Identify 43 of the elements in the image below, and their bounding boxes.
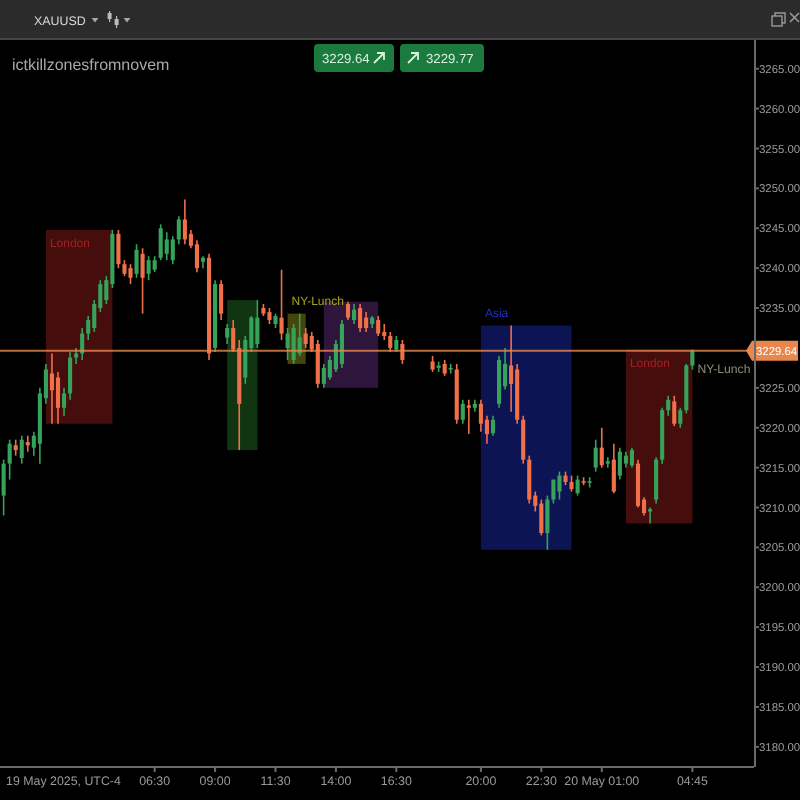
candlestick: [593, 438, 598, 473]
candlestick: [303, 327, 308, 349]
candlestick: [490, 414, 496, 437]
candlestick: [575, 474, 580, 497]
candlestick: [339, 319, 345, 369]
candlestick: [466, 399, 471, 435]
candlestick: [635, 458, 641, 509]
candlestick: [140, 247, 145, 315]
candlestick: [599, 426, 604, 469]
candlestick: [617, 446, 622, 481]
candlestick: [146, 255, 151, 281]
candlestick: [605, 456, 610, 469]
candlestick: [158, 223, 163, 261]
text: ictkillzonesfromnovem: [12, 56, 171, 74]
candlestick: [219, 279, 224, 321]
candlestick: [648, 506, 653, 525]
candlestick: [388, 331, 393, 353]
candlestick: [345, 300, 351, 321]
candlestick: [376, 315, 381, 337]
candlestick: [557, 470, 562, 501]
candlestick: [225, 323, 230, 345]
candlestick: [460, 399, 465, 425]
candlestick: [128, 263, 133, 285]
candlestick: [321, 363, 326, 389]
candlestick: [116, 229, 121, 269]
candlestick: [358, 303, 363, 333]
candlestick: [539, 498, 544, 537]
candlestick: [672, 395, 677, 427]
candlestick: [134, 243, 139, 279]
candlestick: [49, 352, 55, 425]
candlestick: [315, 339, 320, 389]
candlestick: [351, 303, 357, 325]
candlestick: [19, 434, 24, 465]
candlestick: [496, 355, 502, 409]
candlestick: [164, 231, 169, 261]
candlestick: [629, 446, 635, 469]
candlestick: [285, 327, 290, 361]
candlestick: [182, 198, 187, 246]
candlestick: [255, 299, 260, 349]
candlestick: [364, 311, 369, 333]
candlestick: [279, 268, 284, 341]
candlestick: [25, 434, 30, 453]
candlestick: [611, 442, 616, 494]
